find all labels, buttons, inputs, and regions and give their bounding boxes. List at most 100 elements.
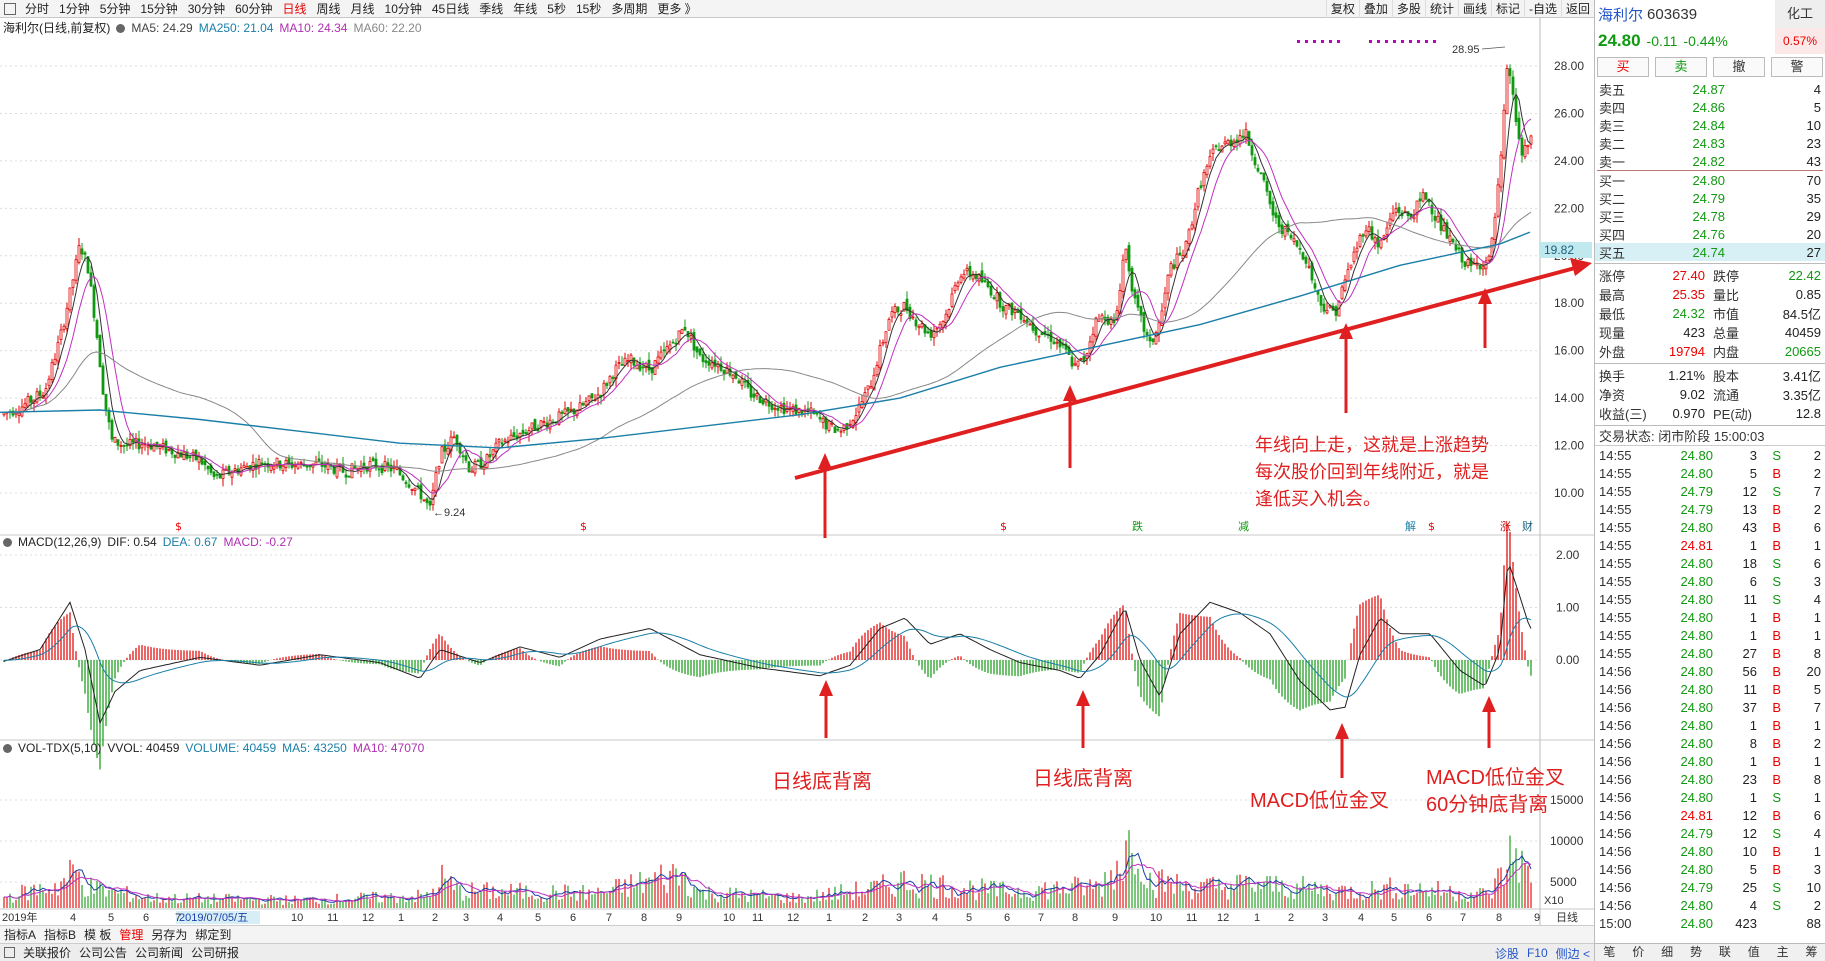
toolbar-action-7[interactable]: 返回 — [1560, 0, 1594, 18]
order-book-row[interactable]: 卖三 24.84 10 — [1595, 116, 1825, 134]
trend-arrow-line — [794, 266, 1576, 480]
info-tab-2[interactable]: 公司新闻 — [135, 946, 184, 960]
candle-body — [779, 404, 783, 408]
price-tick-label: 16.00 — [1554, 344, 1584, 358]
order-book-row[interactable]: 买五 24.74 27 — [1595, 243, 1825, 261]
info-tab-3[interactable]: 公司研报 — [191, 946, 240, 960]
settings-dot-icon[interactable] — [116, 24, 126, 33]
info-tab-0[interactable]: 关联报价 — [23, 946, 72, 960]
candle-body — [935, 327, 939, 330]
candle-body — [446, 447, 450, 455]
alert-button[interactable]: 警 — [1771, 57, 1823, 77]
indicator-tab-3[interactable]: 管理 — [119, 928, 144, 942]
tick-list[interactable]: 14:55 24.80 3 S 2 14:55 24.80 5 B 2 14:55 24.79 12 S 7… — [1595, 446, 1825, 932]
candle-body — [1148, 336, 1152, 342]
order-book-row[interactable]: 买三 24.78 29 — [1595, 207, 1825, 225]
candle-body — [533, 419, 537, 431]
quote-tab-0[interactable]: 笔 — [1603, 945, 1616, 959]
period-tab-5[interactable]: 60分钟 — [235, 1, 273, 16]
selected-date-bg — [176, 911, 260, 924]
quote-tab-5[interactable]: 值 — [1747, 945, 1760, 959]
candle-body — [1271, 201, 1275, 216]
panel-toggle-icon[interactable] — [4, 947, 15, 958]
period-tab-2[interactable]: 5分钟 — [99, 1, 131, 16]
order-book-row[interactable]: 卖五 24.87 4 — [1595, 80, 1825, 98]
info-tab-1[interactable]: 公司公告 — [79, 946, 128, 960]
period-tab-7[interactable]: 周线 — [316, 1, 341, 16]
quote-tab-7[interactable]: 筹 — [1805, 945, 1818, 959]
chart-area[interactable]: 28.0026.0024.0022.0020.0018.0016.0014.00… — [0, 18, 1594, 925]
candle-body — [230, 472, 234, 478]
quote-tab-6[interactable]: 主 — [1776, 945, 1789, 959]
tick-price: 24.80 — [1680, 771, 1713, 787]
tick-price: 24.80 — [1680, 663, 1713, 679]
candle-body — [1091, 333, 1095, 343]
sell-button[interactable]: 卖 — [1655, 57, 1707, 77]
period-tab-4[interactable]: 30分钟 — [187, 1, 226, 16]
tick-count: 4 — [1813, 591, 1821, 607]
order-level-label: 卖二 — [1599, 136, 1626, 152]
indicator-tab-0[interactable]: 指标A — [4, 928, 37, 942]
period-tab-14[interactable]: 15秒 — [575, 1, 602, 16]
period-tab-16[interactable]: 更多 》 — [657, 1, 697, 16]
quote-tab-3[interactable]: 势 — [1690, 945, 1703, 959]
order-book-row[interactable]: 卖一 24.82 43 — [1595, 152, 1825, 170]
info-right-2[interactable]: 侧边 < — [1555, 946, 1590, 961]
info-right-1[interactable]: F10 — [1526, 946, 1548, 960]
period-tab-8[interactable]: 月线 — [350, 1, 375, 16]
toolbar-action-6[interactable]: -自选 — [1523, 0, 1561, 18]
candle-body — [1079, 357, 1083, 360]
tick-count: 20 — [1806, 663, 1821, 679]
order-book-row[interactable]: 买一 24.80 70 — [1595, 171, 1825, 189]
tick-price: 24.80 — [1680, 735, 1713, 751]
stock-name[interactable]: 海利尔 — [1598, 6, 1644, 24]
period-tab-6[interactable]: 日线 — [282, 1, 307, 16]
candle-body — [698, 348, 702, 356]
candle-body — [971, 274, 975, 280]
sector-badge[interactable]: 化工 — [1775, 0, 1825, 28]
candle-body — [53, 358, 57, 365]
order-book-row[interactable]: 卖二 24.83 23 — [1595, 134, 1825, 152]
stat-value: 0.970 — [1672, 406, 1705, 421]
period-tab-11[interactable]: 季线 — [479, 1, 504, 16]
toolbar-action-0[interactable]: 复权 — [1325, 0, 1359, 18]
order-volume: 4 — [1813, 81, 1821, 97]
trend-arrow-head — [1570, 258, 1592, 276]
toolbar-action-1[interactable]: 叠加 — [1358, 0, 1392, 18]
candle-body — [563, 408, 567, 415]
period-tab-0[interactable]: 分时 — [25, 1, 50, 16]
dif-line — [3, 565, 1532, 725]
candle-body — [620, 364, 624, 366]
buy-button[interactable]: 买 — [1597, 57, 1649, 77]
toolbar-action-4[interactable]: 画线 — [1457, 0, 1491, 18]
period-tab-15[interactable]: 多周期 — [611, 1, 648, 16]
period-tab-13[interactable]: 5秒 — [547, 1, 566, 16]
toolbar-action-5[interactable]: 标记 — [1490, 0, 1524, 18]
candle-body — [374, 458, 378, 469]
toolbar-action-3[interactable]: 统计 — [1424, 0, 1458, 18]
info-right-0[interactable]: 诊股 — [1494, 946, 1519, 961]
quote-tab-4[interactable]: 联 — [1718, 945, 1731, 959]
indicator-tab-2[interactable]: 模 板 — [84, 928, 112, 942]
order-book-row[interactable]: 卖四 24.86 5 — [1595, 98, 1825, 116]
order-book-row[interactable]: 买二 24.79 35 — [1595, 189, 1825, 207]
period-tab-3[interactable]: 15分钟 — [140, 1, 178, 16]
indicator-tab-1[interactable]: 指标B — [44, 928, 77, 942]
cancel-button[interactable]: 撤 — [1713, 57, 1765, 77]
window-menu-icon[interactable] — [4, 2, 16, 15]
x-month-label: 3 — [1322, 912, 1328, 924]
indicator-tab-5[interactable]: 绑定到 — [195, 928, 232, 942]
period-tab-1[interactable]: 1分钟 — [59, 1, 90, 16]
settings-dot-icon[interactable] — [3, 744, 12, 753]
period-tab-12[interactable]: 年线 — [513, 1, 538, 16]
settings-dot-icon[interactable] — [3, 538, 12, 547]
candle-body — [1499, 154, 1503, 188]
marker-dot — [1297, 40, 1300, 43]
order-book-row[interactable]: 买四 24.76 20 — [1595, 225, 1825, 243]
indicator-tab-4[interactable]: 另存为 — [151, 928, 188, 942]
quote-tab-1[interactable]: 价 — [1632, 945, 1645, 959]
period-tab-9[interactable]: 10分钟 — [384, 1, 422, 16]
quote-tab-2[interactable]: 细 — [1661, 945, 1674, 959]
period-tab-10[interactable]: 45日线 — [431, 1, 470, 16]
toolbar-action-2[interactable]: 多股 — [1391, 0, 1425, 18]
